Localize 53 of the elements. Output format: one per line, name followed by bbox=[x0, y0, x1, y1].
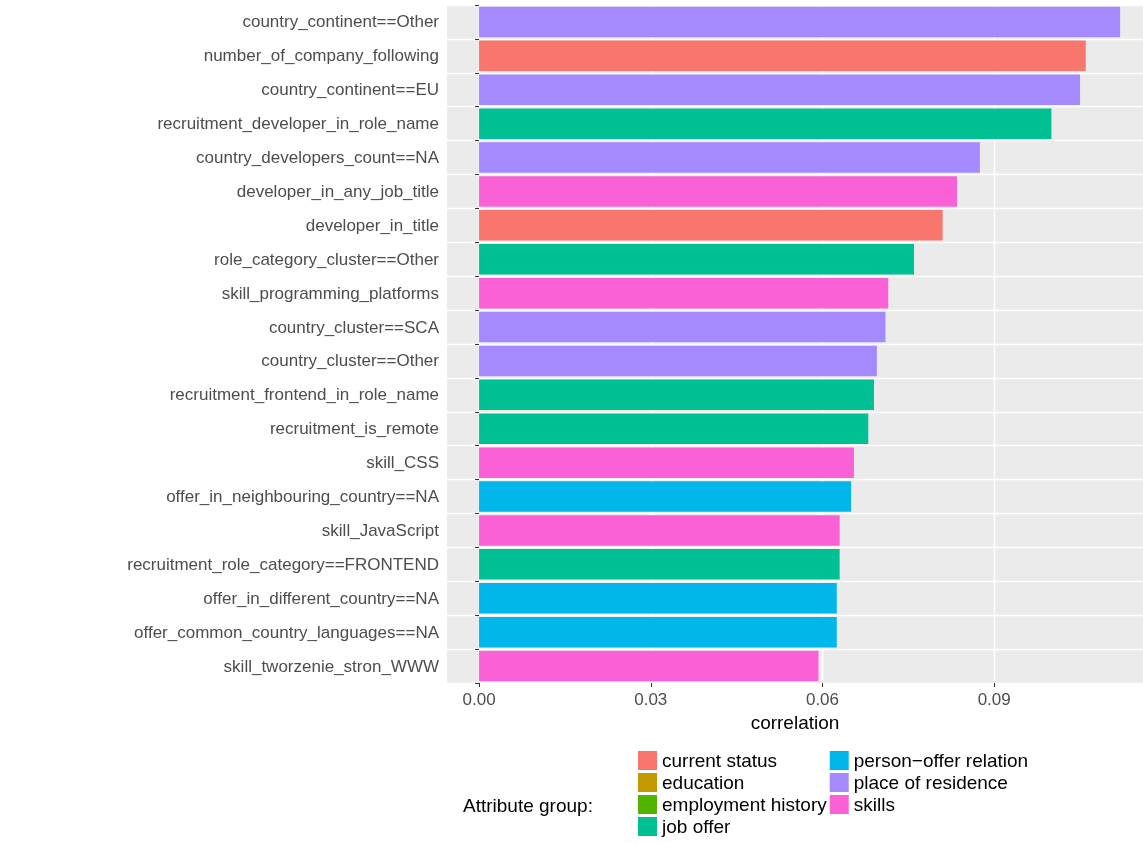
y-tick-label: country_continent==EU bbox=[261, 80, 439, 100]
bar bbox=[479, 311, 886, 343]
bar bbox=[479, 244, 915, 275]
legend-label: job offer bbox=[661, 816, 731, 837]
y-tick-label: recruitment_is_remote bbox=[269, 419, 439, 439]
bar bbox=[479, 650, 819, 682]
legend-label: place of residence bbox=[853, 772, 1008, 793]
y-tick-label: recruitment_role_category==FRONTEND bbox=[127, 554, 439, 574]
bar bbox=[479, 277, 889, 309]
y-tick-label: skill_programming_platforms bbox=[221, 283, 439, 303]
y-tick-label: developer_in_any_job_title bbox=[236, 181, 439, 201]
bar bbox=[479, 6, 1121, 38]
y-tick-label: offer_in_neighbouring_country==NA bbox=[166, 487, 440, 507]
y-tick-label: country_cluster==Other bbox=[261, 351, 440, 371]
x-tick-label: 0.09 bbox=[977, 690, 1011, 709]
y-tick-label: offer_in_different_country==NA bbox=[203, 588, 440, 608]
y-tick-label: country_cluster==SCA bbox=[268, 317, 440, 337]
y-tick-label: recruitment_frontend_in_role_name bbox=[169, 385, 439, 405]
bar bbox=[479, 583, 837, 614]
y-tick-label: offer_common_country_languages==NA bbox=[134, 622, 440, 642]
bar bbox=[479, 549, 840, 580]
y-tick-label: country_continent==Other bbox=[242, 12, 440, 32]
x-tick-label: 0.06 bbox=[805, 690, 840, 709]
y-tick-label: country_developers_count==NA bbox=[196, 148, 440, 168]
y-tick-label: role_category_cluster==Other bbox=[214, 249, 440, 269]
legend-title: Attribute group: bbox=[463, 795, 593, 816]
bar bbox=[479, 515, 840, 546]
legend-label: current status bbox=[662, 750, 778, 771]
y-tick-label: recruitment_developer_in_role_name bbox=[157, 114, 439, 134]
x-tick-label: 0.00 bbox=[462, 690, 496, 709]
bar bbox=[479, 108, 1052, 139]
legend-label: education bbox=[662, 772, 745, 793]
bar bbox=[479, 142, 980, 173]
bar bbox=[479, 413, 869, 445]
x-tick-label: 0.03 bbox=[634, 690, 668, 709]
legend-label: employment history bbox=[662, 794, 828, 815]
y-tick-label: skill_CSS bbox=[366, 453, 439, 473]
y-tick-label: skill_JavaScript bbox=[321, 520, 440, 540]
bar bbox=[479, 447, 854, 478]
legend-label: skills bbox=[853, 794, 895, 815]
y-tick-label: developer_in_title bbox=[305, 215, 439, 235]
bar bbox=[479, 481, 852, 512]
bar bbox=[479, 616, 837, 648]
x-axis-title: correlation bbox=[750, 712, 840, 733]
y-tick-label: number_of_company_following bbox=[203, 46, 439, 66]
bar bbox=[479, 40, 1086, 72]
bar bbox=[479, 176, 957, 207]
bar bbox=[479, 210, 943, 241]
bar bbox=[479, 345, 877, 377]
bar bbox=[479, 379, 874, 411]
y-tick-label: skill_tworzenie_stron_WWW bbox=[223, 656, 439, 676]
bar bbox=[479, 74, 1081, 106]
legend-label: person−offer relation bbox=[853, 750, 1029, 771]
